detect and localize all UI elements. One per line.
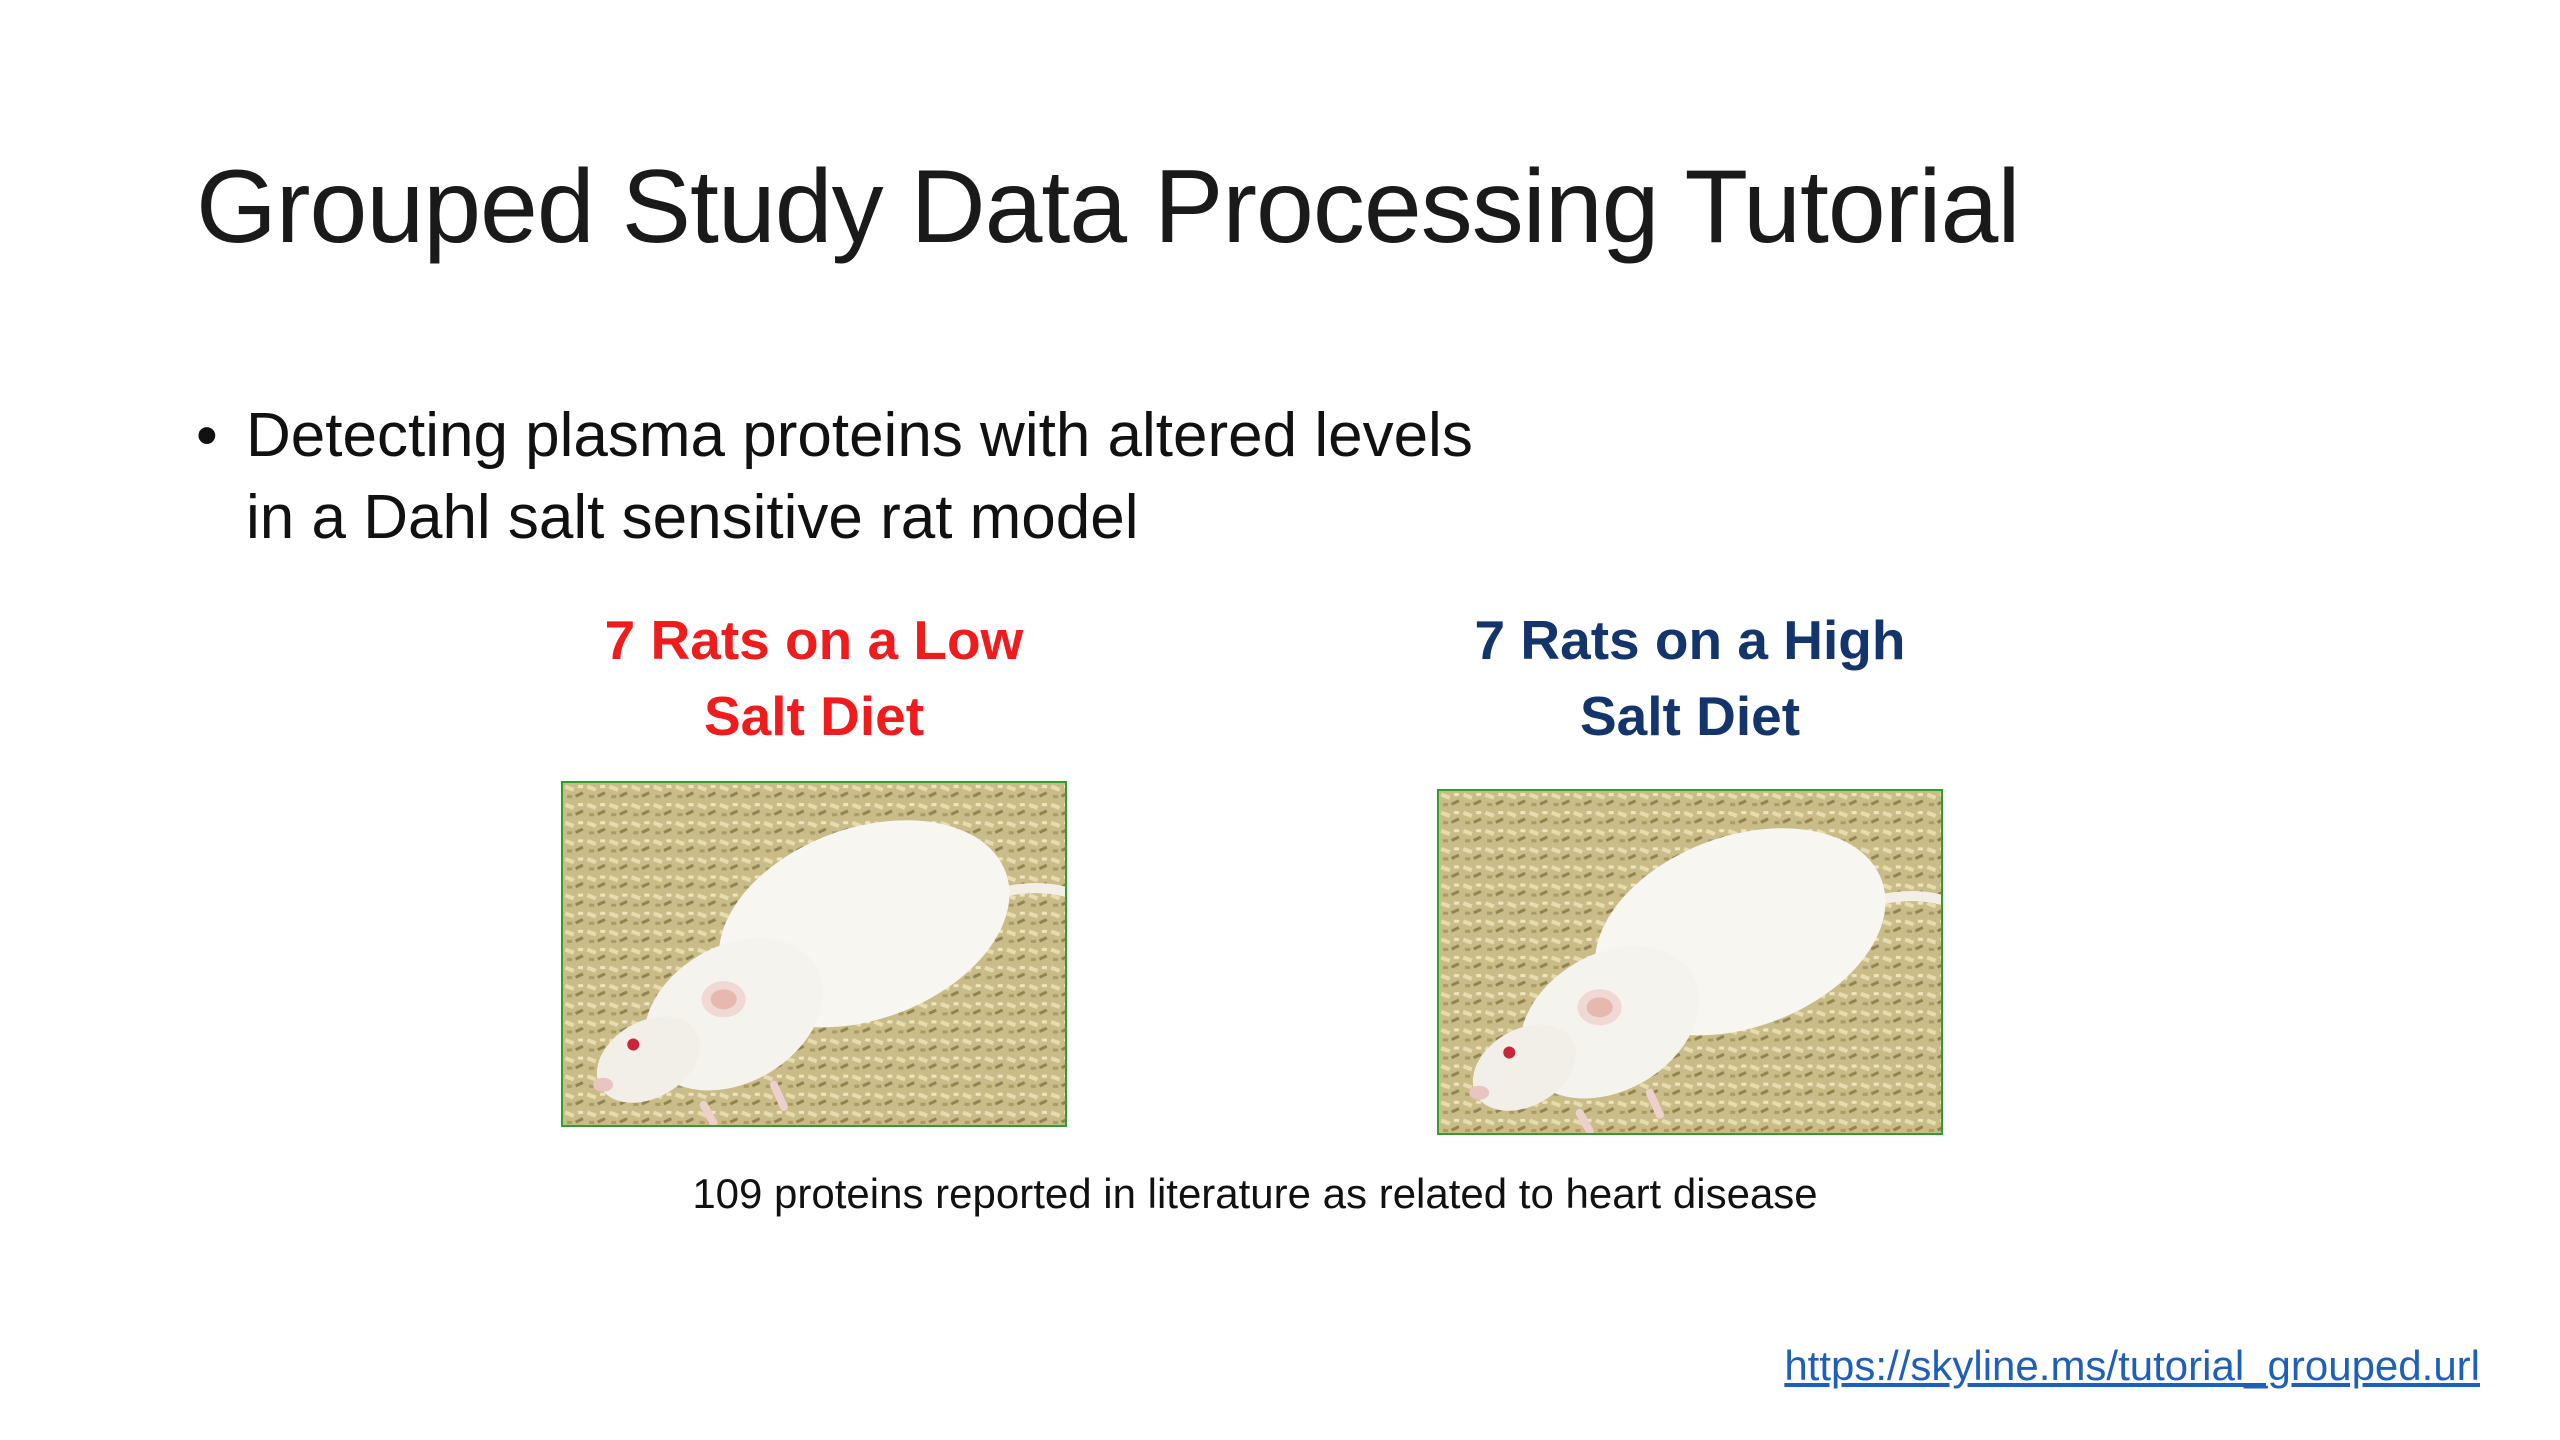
low-salt-label-line-2: Salt Diet — [703, 685, 925, 747]
bullet-text: Detecting plasma proteins with altered l… — [246, 395, 1846, 559]
low-salt-rat-photo — [561, 781, 1067, 1127]
low-salt-label-line-1: 7 Rats on a Low — [604, 609, 1024, 671]
low-salt-group-label: 7 Rats on a Low Salt Diet — [534, 602, 1094, 754]
bullet-marker: • — [196, 401, 218, 470]
protein-caption: 109 proteins reported in literature as r… — [692, 1170, 1818, 1217]
high-salt-label-line-1: 7 Rats on a High — [1474, 609, 1906, 671]
high-salt-label-line-2: Salt Diet — [1579, 685, 1801, 747]
slide-title: Grouped Study Data Processing Tutorial — [196, 149, 2020, 265]
high-salt-group-label: 7 Rats on a High Salt Diet — [1410, 602, 1970, 754]
bullet-line-2: in a Dahl salt sensitive rat model — [246, 483, 1139, 552]
tutorial-link[interactable]: https://skyline.ms/tutorial_grouped.url — [1784, 1342, 2480, 1389]
high-salt-rat-photo — [1437, 789, 1943, 1135]
bullet-line-1: Detecting plasma proteins with altered l… — [246, 401, 1473, 470]
